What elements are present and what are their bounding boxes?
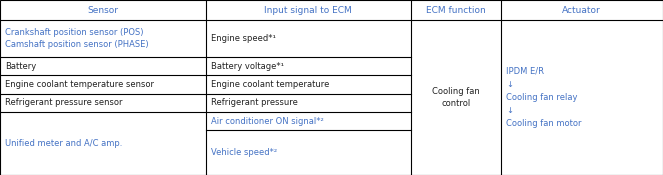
Text: Cooling fan
control: Cooling fan control	[432, 87, 480, 108]
Text: ECM function: ECM function	[426, 6, 486, 15]
Text: Vehicle speed*²: Vehicle speed*²	[211, 148, 277, 157]
Text: IPDM E/R
↓
Cooling fan relay
↓
Cooling fan motor: IPDM E/R ↓ Cooling fan relay ↓ Cooling f…	[506, 67, 581, 128]
Text: Input signal to ECM: Input signal to ECM	[265, 6, 352, 15]
Text: Engine coolant temperature: Engine coolant temperature	[211, 80, 330, 89]
Text: Engine coolant temperature sensor: Engine coolant temperature sensor	[5, 80, 154, 89]
Text: Engine speed*¹: Engine speed*¹	[211, 34, 276, 43]
Text: Unified meter and A/C amp.: Unified meter and A/C amp.	[5, 139, 123, 148]
Text: Actuator: Actuator	[562, 6, 601, 15]
Text: Sensor: Sensor	[88, 6, 118, 15]
Text: Refrigerant pressure sensor: Refrigerant pressure sensor	[5, 98, 123, 107]
Text: Battery: Battery	[5, 62, 36, 71]
Text: Refrigerant pressure: Refrigerant pressure	[211, 98, 298, 107]
Text: Air conditioner ON signal*²: Air conditioner ON signal*²	[211, 117, 324, 126]
Text: Battery voltage*¹: Battery voltage*¹	[211, 62, 284, 71]
Text: Crankshaft position sensor (POS)
Camshaft position sensor (PHASE): Crankshaft position sensor (POS) Camshaf…	[5, 28, 149, 49]
